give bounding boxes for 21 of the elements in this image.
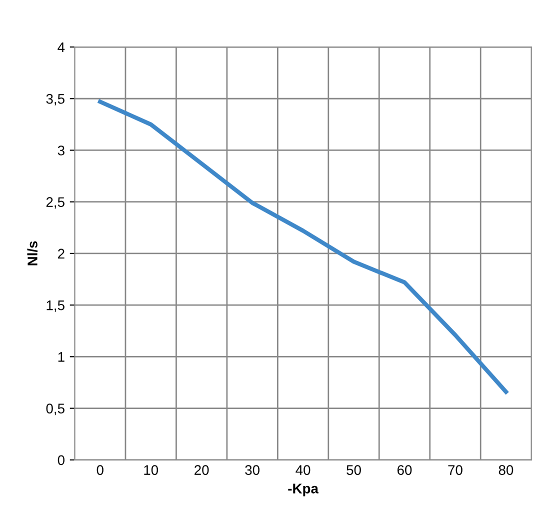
x-tick-label: 30 — [245, 465, 260, 475]
x-tick-label: 80 — [498, 465, 514, 475]
y-tick-label: 2 — [58, 248, 64, 258]
y-tick-label: 3,5 — [46, 94, 64, 106]
y-tick-label: 0 — [58, 455, 64, 466]
x-tick-label: 70 — [448, 465, 462, 475]
x-tick-label: 40 — [296, 465, 310, 475]
y-tick-label: 0,5 — [46, 404, 64, 416]
y-tick-label: 4 — [58, 42, 65, 52]
x-tick-label: 10 — [144, 465, 158, 475]
x-tick-label: 20 — [194, 465, 209, 475]
y-tick-label: 2,5 — [46, 197, 64, 209]
y-tick-label: 3 — [58, 146, 64, 156]
x-tick-label: 50 — [346, 465, 361, 475]
x-tick-label: 0 — [96, 465, 104, 475]
line-series — [98, 100, 508, 394]
x-tick-label: 60 — [397, 465, 412, 475]
y-tick-label: 1 — [58, 352, 64, 362]
x-axis-title: -Kpa — [288, 484, 319, 496]
y-axis-title: Nl/s — [27, 241, 38, 266]
y-tick-label: 1,5 — [46, 300, 64, 312]
